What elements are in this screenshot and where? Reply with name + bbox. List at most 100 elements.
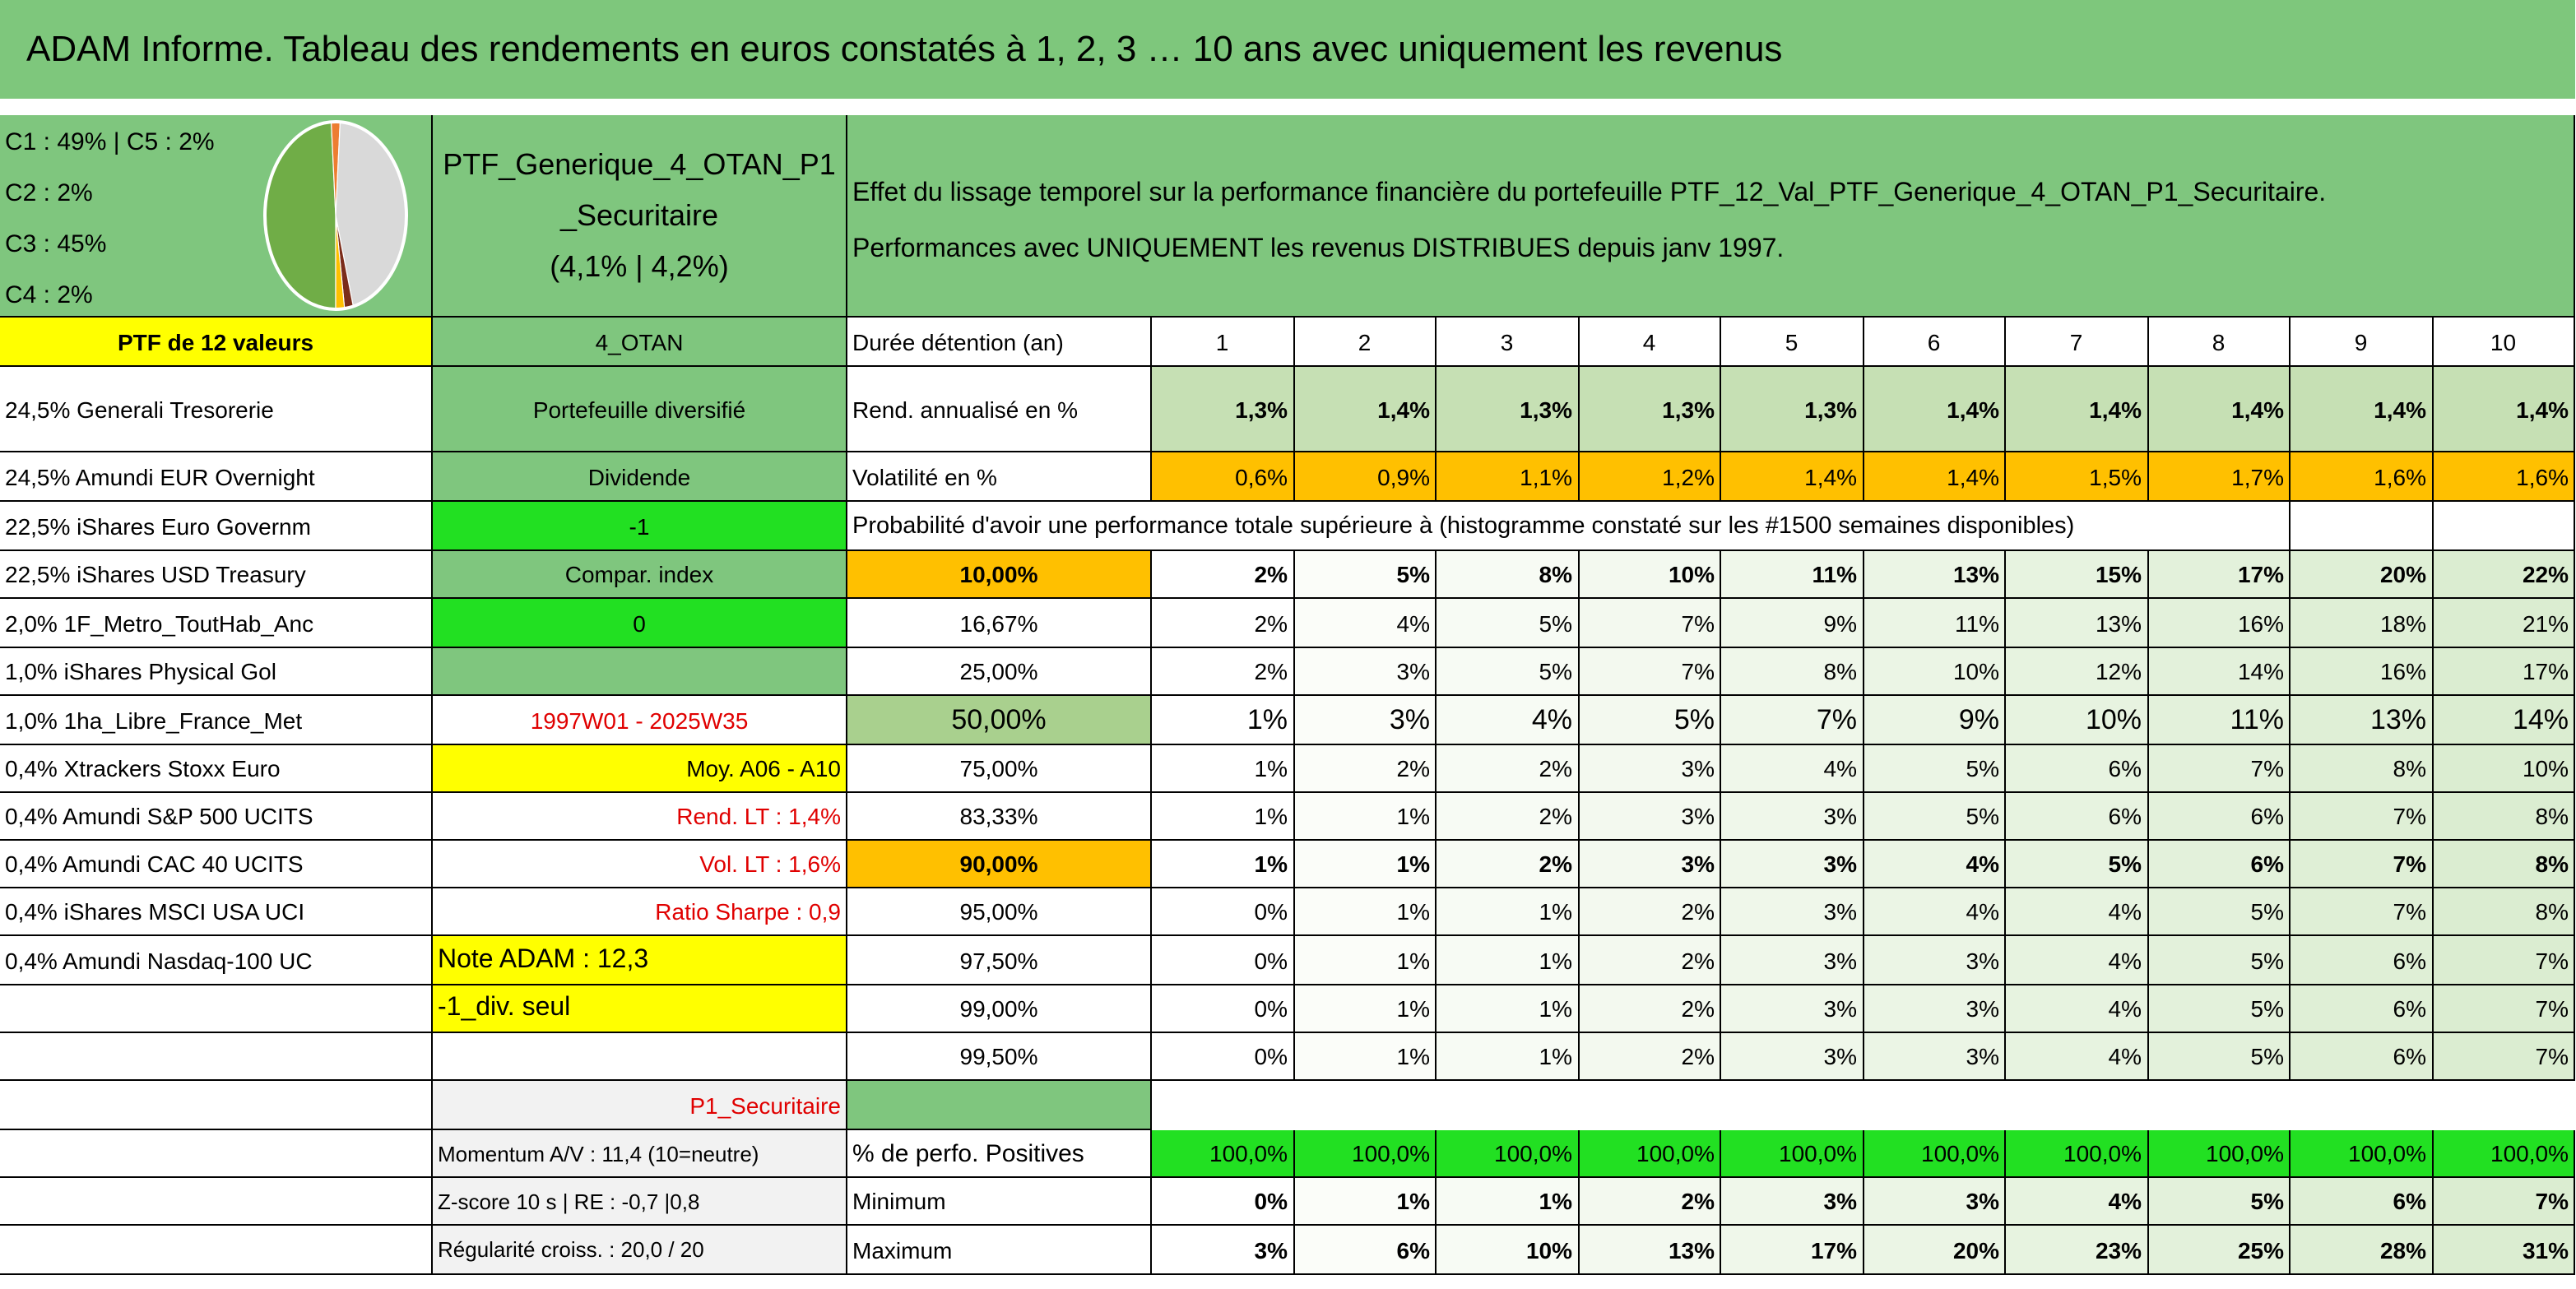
- cell-text: Volatilité en %: [852, 463, 997, 489]
- cell-text: Ratio Sharpe : 0,9: [655, 898, 841, 925]
- cell-text: 7%: [2535, 1043, 2569, 1069]
- cell-text: 11%: [1812, 561, 1858, 587]
- cell-text: 1,3%: [1804, 396, 1857, 422]
- table-cell: Probabilité d'avoir une performance tota…: [847, 502, 2291, 551]
- cell-text: 75,00%: [959, 755, 1038, 781]
- table-cell: 3%: [1864, 936, 2006, 985]
- table-cell: 3%: [1721, 793, 1864, 841]
- cell-text: 8%: [2393, 755, 2426, 781]
- cell-text: 16,67%: [959, 610, 1038, 636]
- cell-text: 23%: [2095, 1236, 2142, 1263]
- cell-text: 7%: [2393, 803, 2426, 829]
- cell-text: 7%: [1816, 703, 1857, 735]
- table-cell: 17%: [2148, 551, 2291, 599]
- table-cell: 16,67%: [847, 599, 1152, 648]
- cell-text: 3%: [1681, 851, 1715, 877]
- cell-text: 97,50%: [959, 947, 1038, 973]
- pie-cell: C1 : 49% | C5 : 2% C2 : 2% C3 : 45% C4 : 2%: [0, 115, 433, 318]
- table-cell: 83,33%: [847, 793, 1152, 841]
- cell-text: Z-score 10 s | RE : -0,7 |0,8: [438, 1189, 700, 1213]
- table-cell: 3%: [1152, 1226, 1294, 1275]
- table-cell: 7%: [1721, 696, 1864, 745]
- cell-text: 17%: [1810, 1236, 1857, 1263]
- cell-text: 100,0%: [1209, 1140, 1288, 1166]
- table-cell: 0,4% Amundi CAC 40 UCITS: [0, 841, 433, 888]
- table-cell: 10%: [1579, 551, 1721, 599]
- cell-text: Note ADAM : 12,3: [438, 945, 649, 973]
- cell-text: 8%: [1823, 658, 1857, 684]
- table-cell: 2,0% 1F_Metro_ToutHab_Anc: [0, 599, 433, 648]
- table-cell: 3%: [1721, 985, 1864, 1033]
- table-cell: 1,3%: [1721, 367, 1864, 452]
- cell-text: 8%: [1539, 561, 1572, 587]
- table-cell: 1%: [1294, 936, 1437, 985]
- table-cell: 4%: [2006, 985, 2148, 1033]
- cell-text: 10,00%: [959, 561, 1038, 587]
- cell-text: 3%: [1823, 898, 1857, 925]
- table-cell: 8%: [2433, 793, 2575, 841]
- table-cell: 100,0%: [1864, 1130, 2006, 1178]
- cell-text: 100,0%: [1352, 1140, 1430, 1166]
- table-cell: 1,4%: [2433, 367, 2575, 452]
- cell-text: 9%: [1958, 703, 1999, 735]
- table-cell: 50,00%: [847, 696, 1152, 745]
- table-cell: 11%: [1864, 599, 2006, 648]
- table-cell: 1%: [1152, 696, 1294, 745]
- table-cell: 7%: [1579, 648, 1721, 696]
- table-cell: 3%: [1579, 793, 1721, 841]
- table-cell: 1%: [1437, 888, 1579, 936]
- table-cell: 1,5%: [2006, 452, 2148, 502]
- table-cell: 11%: [1721, 551, 1864, 599]
- description: Effet du lissage temporel sur la perform…: [847, 115, 2575, 318]
- cell-text: -1: [629, 512, 650, 539]
- cell-text: 1,4%: [1804, 463, 1857, 489]
- cell-text: 2%: [1539, 755, 1572, 781]
- table-cell: 3%: [1294, 648, 1437, 696]
- cell-text: 5%: [1539, 610, 1572, 636]
- cell-text: 10%: [1525, 1236, 1572, 1263]
- cell-text: 8%: [2535, 803, 2569, 829]
- table-cell: 0,4% iShares MSCI USA UCI: [0, 888, 433, 936]
- table-cell: 7%: [2433, 1033, 2575, 1081]
- cell-text: 2%: [1681, 1043, 1715, 1069]
- table-cell: 15%: [2006, 551, 2148, 599]
- cell-text: 6%: [1396, 1236, 1430, 1263]
- table-cell: 100,0%: [2291, 1130, 2433, 1178]
- cell-text: 4%: [2108, 1188, 2142, 1214]
- table-cell: 14%: [2148, 648, 2291, 696]
- cell-text: 3%: [1396, 658, 1430, 684]
- table-cell: 0: [433, 599, 847, 648]
- cell-text: -1_div. seul: [438, 994, 571, 1022]
- cell-text: 1,6%: [2374, 463, 2426, 489]
- cell-text: 1,4%: [1947, 396, 1999, 422]
- cell-text: 95,00%: [959, 898, 1038, 925]
- table-cell: -1: [433, 502, 847, 551]
- table-cell: 1,3%: [1152, 367, 1294, 452]
- table-cell: [0, 1081, 433, 1130]
- cell-text: 90,00%: [959, 851, 1038, 877]
- cell-text: 0: [633, 610, 646, 636]
- cell-text: Moy. A06 - A10: [686, 755, 841, 781]
- cell-text: 6%: [2250, 851, 2284, 877]
- cell-text: 4%: [1966, 851, 1999, 877]
- table-cell: 100,0%: [1437, 1130, 1579, 1178]
- table-cell: 4: [1579, 318, 1721, 367]
- pie-slice: [264, 121, 337, 310]
- cell-text: 6%: [2393, 995, 2426, 1022]
- table-cell: 13%: [2291, 696, 2433, 745]
- cell-text: 99,00%: [959, 995, 1038, 1022]
- table-cell: 100,0%: [1152, 1130, 1294, 1178]
- table-cell: 9: [2291, 318, 2433, 367]
- cell-text: 8: [2212, 328, 2226, 355]
- pie-chart: [263, 120, 408, 311]
- cell-text: Maximum: [852, 1236, 953, 1263]
- table-cell: 25%: [2148, 1226, 2291, 1275]
- cell-text: 5%: [1673, 703, 1715, 735]
- cell-text: 5%: [1966, 803, 1999, 829]
- cell-text: 2%: [1539, 851, 1572, 877]
- cell-text: 3%: [1389, 703, 1430, 735]
- table-cell: 2%: [1437, 745, 1579, 793]
- cell-text: 1,2%: [1662, 463, 1715, 489]
- cell-text: 13%: [1668, 1236, 1715, 1263]
